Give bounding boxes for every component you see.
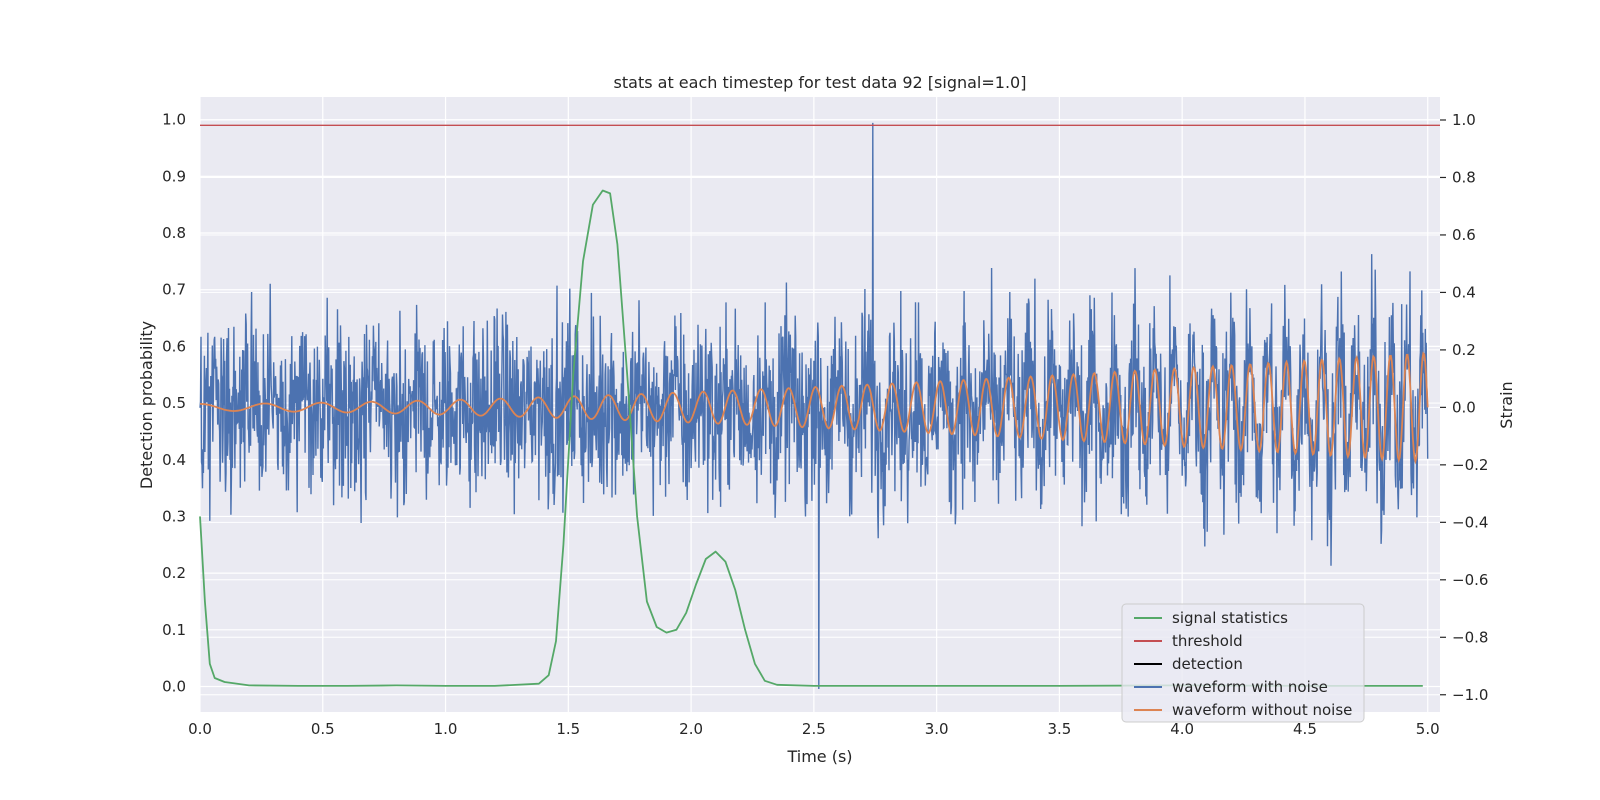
chart-title: stats at each timestep for test data 92 … [614, 73, 1027, 92]
y-tick-label-left: 0.5 [162, 394, 186, 412]
y-tick-label-right: 1.0 [1452, 111, 1476, 129]
x-tick-label: 1.5 [556, 720, 580, 738]
x-tick-label: 1.0 [434, 720, 458, 738]
y-tick-label-left: 0.2 [162, 564, 186, 582]
y-tick-label-right: 0.0 [1452, 398, 1476, 416]
y-tick-label-left: 0.0 [162, 677, 186, 695]
x-tick-label: 0.5 [311, 720, 335, 738]
y-tick-label-right: −0.2 [1452, 456, 1488, 474]
legend-box [1121, 603, 1365, 723]
y-tick-label-left: 0.6 [162, 337, 186, 355]
y-tick-label-right: −0.8 [1452, 628, 1488, 646]
x-tick-label: 2.0 [679, 720, 703, 738]
legend-label: waveform with noise [1172, 678, 1328, 696]
legend-label: threshold [1172, 632, 1243, 650]
x-axis-label: Time (s) [786, 747, 852, 766]
y-tick-label-right: −0.6 [1452, 571, 1488, 589]
y-tick-label-left: 0.4 [162, 451, 186, 469]
y-tick-label-right: 0.2 [1452, 341, 1476, 359]
x-tick-label: 0.0 [188, 720, 212, 738]
series-signal-statistics [199, 189, 1423, 687]
signal-statistics-line [199, 189, 1423, 687]
legend-label: waveform without noise [1172, 701, 1352, 719]
x-tick-label: 3.5 [1047, 720, 1071, 738]
y-axis-label-right: Strain [1497, 381, 1516, 428]
y-tick-label-left: 0.3 [162, 507, 186, 525]
x-tick-label: 3.0 [925, 720, 949, 738]
x-tick-label: 5.0 [1416, 720, 1440, 738]
waveform-without-noise-line [200, 351, 1429, 465]
waveform-with-noise-line [199, 122, 1429, 690]
y-tick-label-left: 0.9 [162, 167, 186, 185]
x-tick-label: 2.5 [802, 720, 826, 738]
series-waveform-without-noise [200, 351, 1429, 465]
y-axis-label-left: Detection probability [137, 321, 156, 489]
legend-label: detection [1172, 655, 1243, 673]
y-tick-label-right: −0.4 [1452, 513, 1488, 531]
y-tick-label-left: 1.0 [162, 111, 186, 129]
y-tick-label-left: 0.1 [162, 621, 186, 639]
y-tick-label-right: 0.6 [1452, 226, 1476, 244]
series-waveform-with-noise [199, 122, 1429, 690]
y-tick-label-left: 0.7 [162, 281, 186, 299]
legend: signal statistics threshold detection wavef… [1121, 603, 1365, 723]
y-tick-label-right: 0.4 [1452, 283, 1476, 301]
y-tick-label-right: 0.8 [1452, 168, 1476, 186]
x-tick-label: 4.0 [1170, 720, 1194, 738]
y-tick-label-left: 0.8 [162, 224, 186, 242]
y-tick-label-right: −1.0 [1452, 686, 1488, 704]
axis-ticks: 0.0 0.5 1.0 1.5 2.0 2.5 3.0 3.5 4.0 4.5 5.0 0.0 0.1 0… [162, 111, 1488, 738]
legend-label: signal statistics [1172, 609, 1288, 627]
x-tick-label: 4.5 [1293, 720, 1317, 738]
